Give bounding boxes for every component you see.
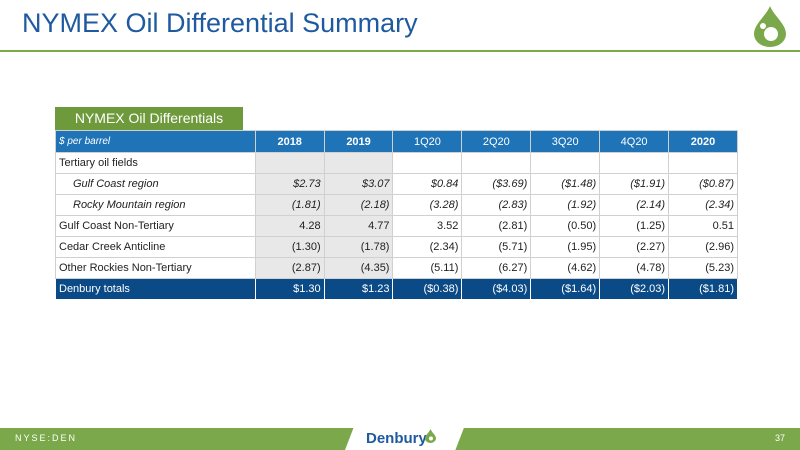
column-header: 2020 — [668, 130, 738, 153]
row-label: Cedar Creek Anticline — [55, 236, 256, 258]
table-cell: (6.27) — [461, 257, 532, 279]
table-cell: $0.84 — [392, 173, 463, 195]
page-title: NYMEX Oil Differential Summary — [22, 8, 418, 38]
table-cell: (1.95) — [530, 236, 601, 258]
table-cell — [599, 152, 670, 174]
table-cell: (2.18) — [323, 194, 394, 216]
table-cell: $2.73 — [254, 173, 325, 195]
table-cell — [461, 152, 532, 174]
table-cell: (2.34) — [668, 194, 738, 216]
table-cell: (2.14) — [599, 194, 670, 216]
oil-drop-icon — [754, 6, 786, 47]
table-cell: (1.81) — [254, 194, 325, 216]
table-cell — [530, 152, 601, 174]
table-row: Tertiary oil fields — [55, 152, 738, 174]
table-cell: (1.25) — [599, 215, 670, 237]
table-cell: (4.35) — [323, 257, 394, 279]
title-rule — [0, 50, 800, 52]
table-cell: ($1.48) — [530, 173, 601, 195]
table-cell: $1.23 — [323, 278, 394, 300]
column-header: 4Q20 — [599, 130, 670, 153]
table-row: Rocky Mountain region (1.81) (2.18) (3.2… — [55, 194, 738, 216]
oil-drop-icon — [425, 429, 436, 443]
column-header: 2018 — [254, 130, 325, 153]
differentials-table: $ per barrel 2018 2019 1Q20 2Q20 3Q20 4Q… — [55, 130, 738, 300]
table-cell: (5.11) — [392, 257, 463, 279]
table-cell: ($1.64) — [530, 278, 601, 300]
footer-logo-plate — [345, 425, 465, 450]
table-cell: $1.30 — [254, 278, 325, 300]
table-cell: 3.52 — [392, 215, 463, 237]
table-cell: (4.78) — [599, 257, 670, 279]
table-cell — [668, 152, 738, 174]
table-cell: (4.62) — [530, 257, 601, 279]
table-cell: $3.07 — [323, 173, 394, 195]
footer-ticker: NYSE:DEN — [15, 433, 78, 443]
table-total-row: Denbury totals $1.30 $1.23 ($0.38) ($4.0… — [55, 278, 738, 300]
footer-logo-text: Denbury — [366, 430, 427, 447]
table-cell: ($2.03) — [599, 278, 670, 300]
table-cell: ($4.03) — [461, 278, 532, 300]
row-label: Denbury totals — [55, 278, 256, 300]
table-cell: 4.28 — [254, 215, 325, 237]
table-cell: 0.51 — [668, 215, 738, 237]
row-label: Gulf Coast Non-Tertiary — [55, 215, 256, 237]
table-cell: (2.34) — [392, 236, 463, 258]
column-header: 3Q20 — [530, 130, 601, 153]
column-header: 1Q20 — [392, 130, 463, 153]
table-cell: (2.83) — [461, 194, 532, 216]
table-cell: (2.96) — [668, 236, 738, 258]
table-cell: (2.87) — [254, 257, 325, 279]
table-cell: (1.92) — [530, 194, 601, 216]
table-cell — [323, 152, 394, 174]
table-row: Gulf Coast Non-Tertiary 4.28 4.77 3.52 (… — [55, 215, 738, 237]
table-cell: ($1.81) — [668, 278, 738, 300]
table-row: Other Rockies Non-Tertiary (2.87) (4.35)… — [55, 257, 738, 279]
column-header: 2Q20 — [461, 130, 532, 153]
page-number: 37 — [774, 433, 785, 443]
row-label: Other Rockies Non-Tertiary — [55, 257, 256, 279]
table-cell: (1.30) — [254, 236, 325, 258]
table-cell — [254, 152, 325, 174]
table-tab: NYMEX Oil Differentials — [55, 107, 243, 130]
table-cell: (2.81) — [461, 215, 532, 237]
table-cell: ($0.38) — [392, 278, 463, 300]
table-header-row: $ per barrel 2018 2019 1Q20 2Q20 3Q20 4Q… — [55, 130, 738, 153]
table-cell — [392, 152, 463, 174]
table-cell: (5.71) — [461, 236, 532, 258]
table-row: Cedar Creek Anticline (1.30) (1.78) (2.3… — [55, 236, 738, 258]
table-cell: ($0.87) — [668, 173, 738, 195]
column-header: 2019 — [323, 130, 394, 153]
row-label: Rocky Mountain region — [55, 194, 256, 216]
table-cell: 4.77 — [323, 215, 394, 237]
row-label: Tertiary oil fields — [55, 152, 256, 174]
table-cell: (5.23) — [668, 257, 738, 279]
row-label: Gulf Coast region — [55, 173, 256, 195]
table-cell: (0.50) — [530, 215, 601, 237]
table-cell: (3.28) — [392, 194, 463, 216]
table-cell: ($3.69) — [461, 173, 532, 195]
column-header: $ per barrel — [55, 130, 256, 153]
table-row: Gulf Coast region $2.73 $3.07 $0.84 ($3.… — [55, 173, 738, 195]
table-cell: (1.78) — [323, 236, 394, 258]
table-cell: (2.27) — [599, 236, 670, 258]
table-cell: ($1.91) — [599, 173, 670, 195]
